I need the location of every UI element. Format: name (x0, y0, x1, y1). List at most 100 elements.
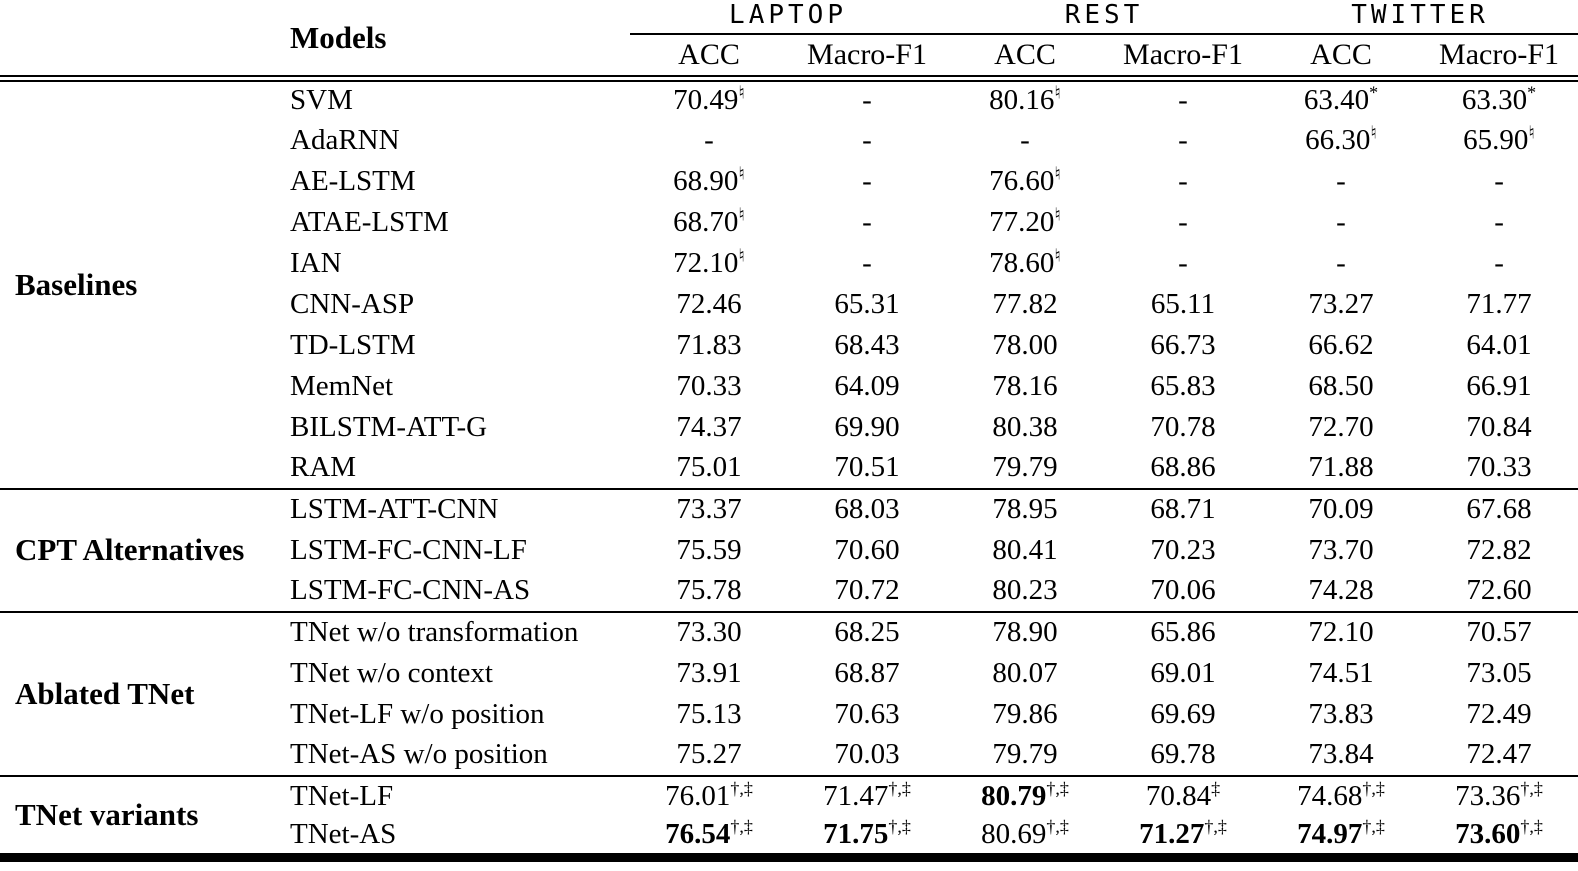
metric-cell: 75.59 (630, 530, 788, 571)
metric-value: 73.37 (676, 493, 742, 525)
metric-value: 80.38 (992, 410, 1058, 443)
metric-cell: 76.01†,‡ (630, 774, 788, 817)
metric-cell: 73.83 (1262, 694, 1420, 735)
metric-cell: - (1420, 202, 1578, 243)
metric-cell: 71.27†,‡ (1104, 817, 1262, 858)
metric-cell: - (1104, 161, 1262, 202)
metric-cell: 75.13 (630, 694, 788, 735)
metric-value: 75.01 (676, 451, 742, 483)
table-row: TNet-AS w/o position 75.27 70.03 79.79 6… (0, 735, 1578, 776)
corner-cell (0, 0, 290, 82)
metric-value: - (862, 205, 872, 238)
metric-cell: 66.30♮ (1262, 120, 1420, 161)
metric-header-row: ACC Macro-F1 ACC Macro-F1 ACC Macro-F1 (0, 34, 1578, 82)
model-name: LSTM-ATT-CNN (290, 487, 630, 530)
metric-value: 70.63 (834, 697, 900, 730)
metric-cell: 73.60†,‡ (1420, 817, 1578, 858)
metric-value: 69.69 (1150, 697, 1216, 730)
table-row: TNet variants TNet-LF 76.01†,‡ 71.47†,‡ … (0, 774, 1578, 858)
metric-cell: 66.91 (1420, 366, 1578, 407)
metric-cell: 65.31 (788, 284, 946, 325)
metric-value: 80.69 (981, 818, 1047, 851)
metric-cell: 80.69†,‡ (946, 817, 1104, 858)
metric-sup: ♮ (738, 82, 745, 103)
metric-value: 67.68 (1466, 493, 1532, 525)
model-name: TNet w/o transformation (290, 610, 630, 653)
metric-sup: †,‡ (1046, 816, 1069, 837)
metric-value: 72.49 (1466, 697, 1532, 730)
model-name: CNN-ASP (290, 287, 415, 320)
metric-value: 69.90 (834, 410, 900, 443)
metric-cell: 72.47 (1420, 735, 1578, 776)
metric-value: - (1178, 205, 1188, 238)
metric-value: 70.23 (1150, 533, 1216, 566)
metric-value: 71.75 (823, 818, 889, 851)
dataset-header-laptop: LAPTOP (630, 0, 947, 35)
metric-cell: - (788, 161, 946, 202)
metric-sup: †,‡ (1046, 778, 1069, 799)
metric-value: - (1494, 205, 1504, 238)
metric-sup: †,‡ (730, 778, 753, 799)
metric-cell: 68.25 (788, 610, 947, 653)
model-name: LSTM-FC-CNN-AS (290, 574, 531, 606)
metric-value: 73.83 (1308, 697, 1374, 730)
models-column-header: Models (290, 0, 630, 82)
metric-value: - (1178, 123, 1188, 156)
metric-value: 68.90 (673, 164, 739, 197)
metric-cell: - (788, 120, 946, 161)
metric-value: 68.43 (834, 328, 900, 361)
metric-sup: ♮ (1054, 162, 1061, 183)
metric-value: 74.51 (1308, 656, 1374, 689)
metric-value: 73.91 (676, 656, 742, 689)
metric-value: 74.28 (1308, 574, 1374, 606)
metric-cell: 78.95 (946, 487, 1105, 530)
metric-value: - (1336, 164, 1346, 197)
metric-value: 70.84 (1145, 780, 1212, 812)
metric-value: 70.33 (676, 369, 742, 402)
metric-value: 63.40 (1303, 84, 1370, 117)
metric-cell: 68.03 (788, 487, 947, 530)
table-row: CNN-ASP 72.46 65.31 77.82 65.11 73.27 71… (0, 284, 1578, 325)
metric-value: 77.82 (992, 287, 1058, 320)
metric-value: 73.70 (1308, 533, 1374, 566)
metric-cell: 69.01 (1104, 653, 1262, 694)
metric-value: 74.97 (1297, 818, 1363, 851)
metric-value: 73.36 (1455, 780, 1521, 812)
metric-value: 70.84 (1466, 410, 1532, 443)
group-label: CPT Alternatives (0, 487, 290, 612)
model-name: SVM (290, 84, 353, 117)
metric-value: 65.86 (1150, 616, 1216, 648)
metric-value: 70.06 (1150, 574, 1216, 606)
metric-cell: 65.90♮ (1420, 120, 1578, 161)
metric-value: 63.30 (1461, 84, 1528, 117)
model-name: TNet-AS w/o position (290, 738, 548, 770)
metric-value: - (1336, 205, 1346, 238)
metric-value: 80.07 (992, 656, 1058, 689)
metric-cell: 73.36†,‡ (1420, 774, 1578, 817)
metric-cell: 80.07 (946, 653, 1104, 694)
metric-header-twitter-macrof1: Macro-F1 (1420, 34, 1578, 82)
metric-value: 65.90 (1463, 123, 1529, 156)
metric-cell: 74.97†,‡ (1262, 817, 1420, 858)
metric-cell: 70.84 (1420, 407, 1578, 448)
metric-cell: 71.75†,‡ (788, 817, 946, 858)
metric-cell: 75.27 (630, 735, 788, 776)
group-label: Ablated TNet (0, 610, 290, 776)
metric-cell: - (1420, 243, 1578, 284)
group-label: Baselines (15, 266, 138, 302)
metric-cell: 69.78 (1104, 735, 1262, 776)
metric-cell: 73.70 (1262, 530, 1420, 571)
metric-cell: 70.33 (1420, 448, 1578, 489)
metric-cell: 65.86 (1104, 610, 1263, 653)
metric-cell: 75.01 (630, 448, 788, 489)
table-row: TNet w/o context 73.91 68.87 80.07 69.01… (0, 653, 1578, 694)
metric-cell: 75.78 (630, 571, 788, 612)
section-cpt-alternatives: CPT Alternatives LSTM-ATT-CNN 73.37 68.0… (0, 487, 1578, 612)
table-row: IAN 72.10♮ - 78.60♮ - - - (0, 243, 1578, 284)
metric-header-rest-macrof1: Macro-F1 (1104, 34, 1263, 82)
metric-cell: 68.50 (1262, 366, 1420, 407)
metric-value: - (1020, 123, 1030, 156)
metric-value: 78.16 (992, 369, 1058, 402)
metric-cell: - (1104, 79, 1262, 120)
